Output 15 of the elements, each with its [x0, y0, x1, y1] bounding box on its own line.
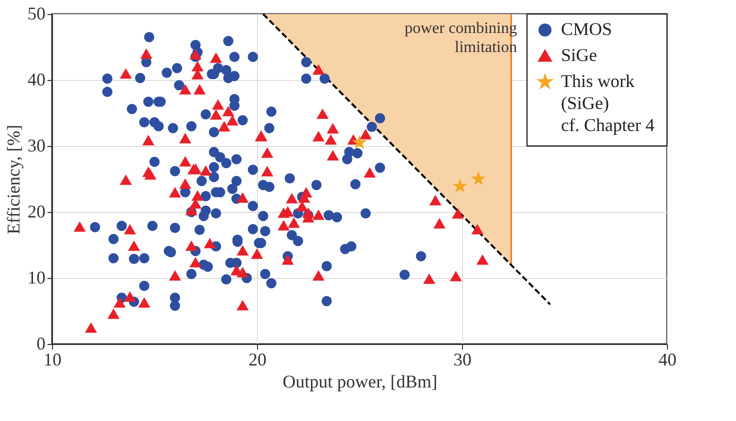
- y-tick-label: 40: [28, 70, 46, 90]
- x-tick-label: 10: [44, 350, 62, 370]
- y-tick-label: 30: [28, 136, 46, 156]
- x-tick-label: 20: [248, 350, 266, 370]
- x-tick-label: 40: [658, 350, 676, 370]
- legend-label: CMOS: [561, 19, 612, 39]
- legend-label: SiGe: [561, 45, 598, 65]
- x-axis-title: Output power, [dBm]: [282, 372, 438, 392]
- y-axis-title: Efficiency, [%]: [4, 124, 24, 234]
- y-tick-label: 0: [36, 334, 46, 354]
- y-tick-label: 50: [28, 4, 46, 24]
- legend-label: This work (SiGe) cf. Chapter 4: [561, 71, 654, 135]
- y-tick-label: 10: [28, 268, 46, 288]
- x-tick-label: 30: [454, 350, 472, 370]
- y-tick-label: 20: [28, 202, 46, 222]
